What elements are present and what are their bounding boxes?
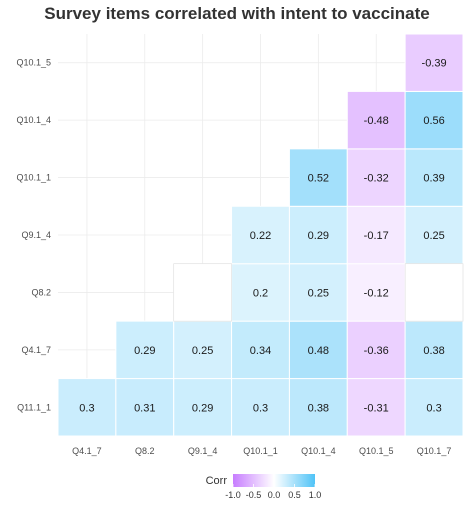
heatmap-cell <box>346 90 406 150</box>
cell-value-label: 0.3 <box>253 402 268 414</box>
heatmap-cell <box>404 263 464 322</box>
cell-value-label: 0.3 <box>426 402 441 414</box>
heatmap-cell <box>346 205 406 265</box>
heatmap-cell <box>346 320 406 380</box>
heatmap-cell <box>288 320 348 380</box>
legend-tick-label: -0.5 <box>246 490 262 500</box>
x-tick-label: Q9.1_4 <box>188 446 218 456</box>
cell-value-label: 0.48 <box>308 345 329 357</box>
x-tick-label: Q10.1_5 <box>359 446 394 456</box>
heatmap-cell <box>288 205 348 265</box>
heatmap-cell <box>231 378 290 437</box>
legend-tick-label: -1.0 <box>225 490 241 500</box>
heatmap-cell <box>231 205 290 265</box>
heatmap-cell <box>115 378 175 437</box>
heatmap-cell <box>404 90 464 150</box>
legend-colorbar <box>233 474 315 487</box>
empty-cell-outline <box>173 263 232 322</box>
y-tick-label: Q10.1_1 <box>16 173 51 183</box>
cell-value-label: 0.52 <box>308 173 329 185</box>
cell-value-label: 0.25 <box>308 287 329 299</box>
heatmap-cell <box>173 263 233 322</box>
heatmap-cell <box>173 378 233 437</box>
legend-tick-label: 1.0 <box>309 490 322 500</box>
legend-title: Corr <box>206 475 228 487</box>
x-tick-label: Q10.1_4 <box>301 446 336 456</box>
heatmap-cell <box>404 378 464 437</box>
heatmap-cell <box>404 320 464 380</box>
x-tick-label: Q10.1_7 <box>417 446 452 456</box>
legend-tick-label: 0.5 <box>288 490 301 500</box>
cell-value-label: 0.29 <box>134 345 155 357</box>
cell-value-label: 0.34 <box>250 345 271 357</box>
cell-value-label: 0.38 <box>308 402 329 414</box>
y-tick-label: Q10.1_4 <box>16 115 51 125</box>
legend-tick-label: 0.0 <box>268 490 281 500</box>
cell-value-label: -0.48 <box>364 115 389 127</box>
cell-value-label: 0.29 <box>308 230 329 242</box>
cell-value-label: -0.31 <box>364 402 389 414</box>
heatmap-cell <box>173 320 233 380</box>
legend: Corr -1.0 -0.5 0.0 0.5 1.0 <box>206 474 322 500</box>
axis-tick-layer: Q4.1_7 Q8.2 Q9.1_4 Q10.1_1 Q10.1_4 Q10.1_5 Q10… <box>16 58 451 456</box>
x-tick-label: Q8.2 <box>135 446 155 456</box>
heatmap-cell <box>288 148 348 207</box>
heatmap-cell <box>57 378 117 437</box>
cell-value-label: 0.22 <box>250 230 271 242</box>
cell-value-label: 0.39 <box>423 173 444 185</box>
heatmap-cell <box>231 320 290 380</box>
y-tick-label: Q10.1_5 <box>16 58 51 68</box>
cell-value-label: -0.17 <box>364 230 389 242</box>
cell-layer <box>57 33 464 437</box>
cell-value-label: -0.32 <box>364 173 389 185</box>
cell-value-label: 0.25 <box>192 345 213 357</box>
y-tick-label: Q9.1_4 <box>21 230 51 240</box>
cell-value-label: -0.39 <box>422 58 447 70</box>
cell-value-label: -0.12 <box>364 287 389 299</box>
chart-title: Survey items correlated with intent to v… <box>44 4 430 23</box>
x-tick-label: Q10.1_1 <box>243 446 278 456</box>
y-tick-label: Q11.1_1 <box>17 402 51 412</box>
heatmap-cell <box>404 33 464 92</box>
cell-value-label: 0.2 <box>253 287 268 299</box>
empty-cell-outline <box>404 263 464 322</box>
cell-value-label: 0.25 <box>423 230 444 242</box>
cell-value-label: 0.29 <box>192 402 213 414</box>
heatmap-cell <box>231 263 290 322</box>
cell-value-label: 0.56 <box>423 115 444 127</box>
x-tick-label: Q4.1_7 <box>72 446 102 456</box>
cell-label-layer: 0.3 0.31 0.29 0.3 0.38 -0.31 0.3 0.29 0.25 0.34 0.… <box>79 58 446 415</box>
cell-value-label: 0.38 <box>423 345 444 357</box>
cell-value-label: 0.31 <box>134 402 155 414</box>
y-tick-label: Q4.1_7 <box>21 345 51 355</box>
y-tick-label: Q8.2 <box>31 287 51 297</box>
cell-value-label: -0.36 <box>364 345 389 357</box>
cell-value-label: 0.3 <box>79 402 94 414</box>
